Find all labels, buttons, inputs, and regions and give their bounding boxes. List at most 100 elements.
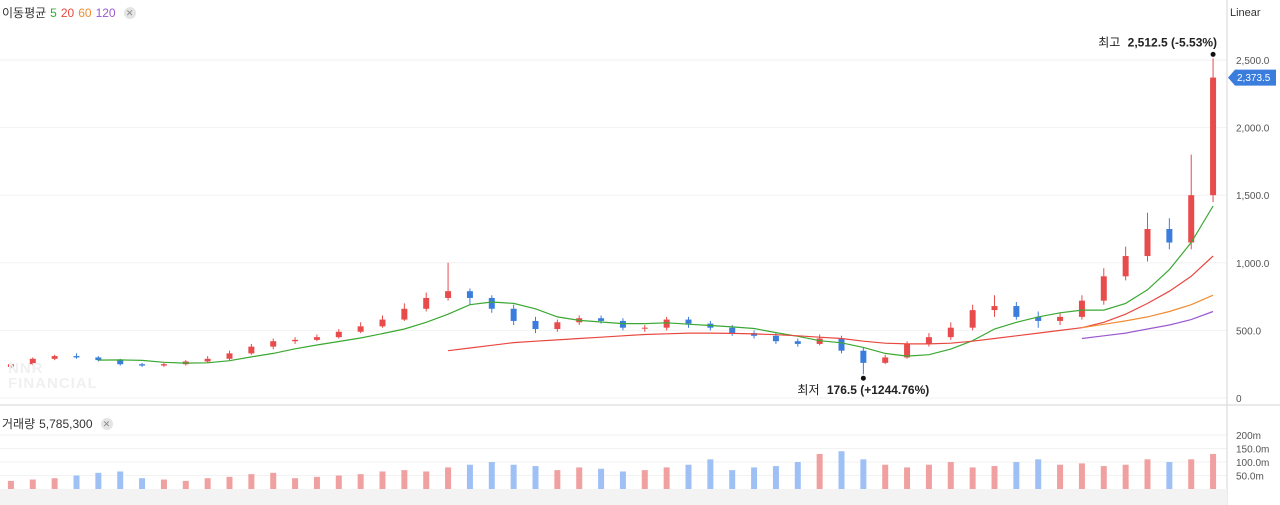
candle [641,324,648,332]
low-marker [860,375,866,381]
close-moving-average-icon[interactable]: ✕ [123,6,136,19]
volume-bar [117,471,124,489]
price-gridlines [0,59,1227,399]
candle [663,316,670,331]
moving-average-legend: 이동평균 5 20 60 120 ✕ [2,4,136,21]
candle-body [991,306,998,311]
current-price-value: 2,373.5 [1237,73,1271,84]
candle-body [1100,276,1107,301]
candle [947,322,954,340]
volume-bar [619,471,626,489]
ma-period-5: 5 [50,5,57,20]
candle-body [335,331,342,338]
price-tick-label: 500.0 [1236,326,1261,337]
price-tick-label: 1,500.0 [1236,191,1270,202]
volume-bar [794,462,801,489]
candle [313,334,320,342]
candle-body [554,322,561,330]
volume-bar [1078,463,1085,489]
candle-body [204,358,211,362]
ma-5-line [98,205,1214,364]
volume-bar [598,468,605,489]
high-annotation: 최고 2,512.5 (-5.53%) [1098,35,1217,49]
volume-value: 5,785,300 [39,416,93,431]
price-tick-label: 0 [1236,394,1242,405]
volume-bar [685,464,692,489]
volume-bar [707,459,714,489]
candle-body [532,320,539,330]
volume-bar [313,476,320,489]
volume-bar [1035,459,1042,489]
candle-body [969,310,976,328]
volume-bar [139,478,146,489]
close-volume-icon[interactable]: ✕ [100,417,113,430]
candle [860,347,867,375]
candle [1144,212,1151,262]
candle [969,304,976,331]
volume-gridlines [0,434,1227,477]
candle [991,295,998,317]
volume-tick-label: 200m [1236,431,1261,442]
volume-bar [423,471,430,489]
price-tick-label: 2,000.0 [1236,124,1270,135]
volume-bar [1144,459,1151,489]
candle [532,316,539,334]
ma-period-60: 60 [78,5,92,20]
candle [29,357,36,366]
candle-body [401,308,408,320]
candle [619,318,626,331]
candle-body [226,353,233,359]
volume-bar [270,472,277,489]
volume-bar [532,466,539,489]
low-value: 176.5 (+1244.76%) [827,383,929,397]
candle [357,322,364,334]
candle [73,353,80,359]
volume-bar [729,470,736,489]
candle [292,337,299,344]
volume-bar [969,467,976,489]
candle-body [73,356,80,358]
scale-toggle-button[interactable]: Linear [1230,7,1261,19]
candle [204,356,211,363]
candle-body [838,338,845,351]
volume-legend: 거래량 5,785,300 ✕ [2,415,113,432]
volume-bar [510,464,517,489]
price-tick-label: 2,500.0 [1236,56,1270,67]
volume-tick-label: 150.0m [1236,445,1269,456]
volume-bar [7,480,14,489]
candle-body [925,337,932,344]
candle-body [619,320,626,328]
candle [51,354,58,361]
candle-body [794,341,801,344]
candle-body [29,358,36,365]
candle [423,292,430,312]
candle [1166,218,1173,250]
volume-bar [904,467,911,489]
volume-bar [1013,462,1020,489]
candle-body [466,291,473,298]
volume-bar [95,472,102,489]
volume-bar [182,480,189,489]
candle [882,354,889,365]
volume-bar [401,470,408,489]
high-label: 최고 [1098,35,1120,49]
candle [1100,268,1107,305]
candle [1122,246,1129,281]
volume-bar [248,474,255,489]
candle [226,350,233,361]
candle [95,356,102,362]
candle-body [270,341,277,347]
ma-period-20: 20 [60,5,75,20]
watermark-line-1: NNR [8,360,44,377]
candle [1035,311,1042,328]
volume-bar [925,464,932,489]
volume-tick-label: 50.0m [1236,472,1264,483]
candle-body [598,318,605,321]
candle-body [248,346,255,354]
volume-bar [838,451,845,489]
volume-bar [357,474,364,489]
candle-body [1144,229,1151,257]
candle-body [772,335,779,342]
